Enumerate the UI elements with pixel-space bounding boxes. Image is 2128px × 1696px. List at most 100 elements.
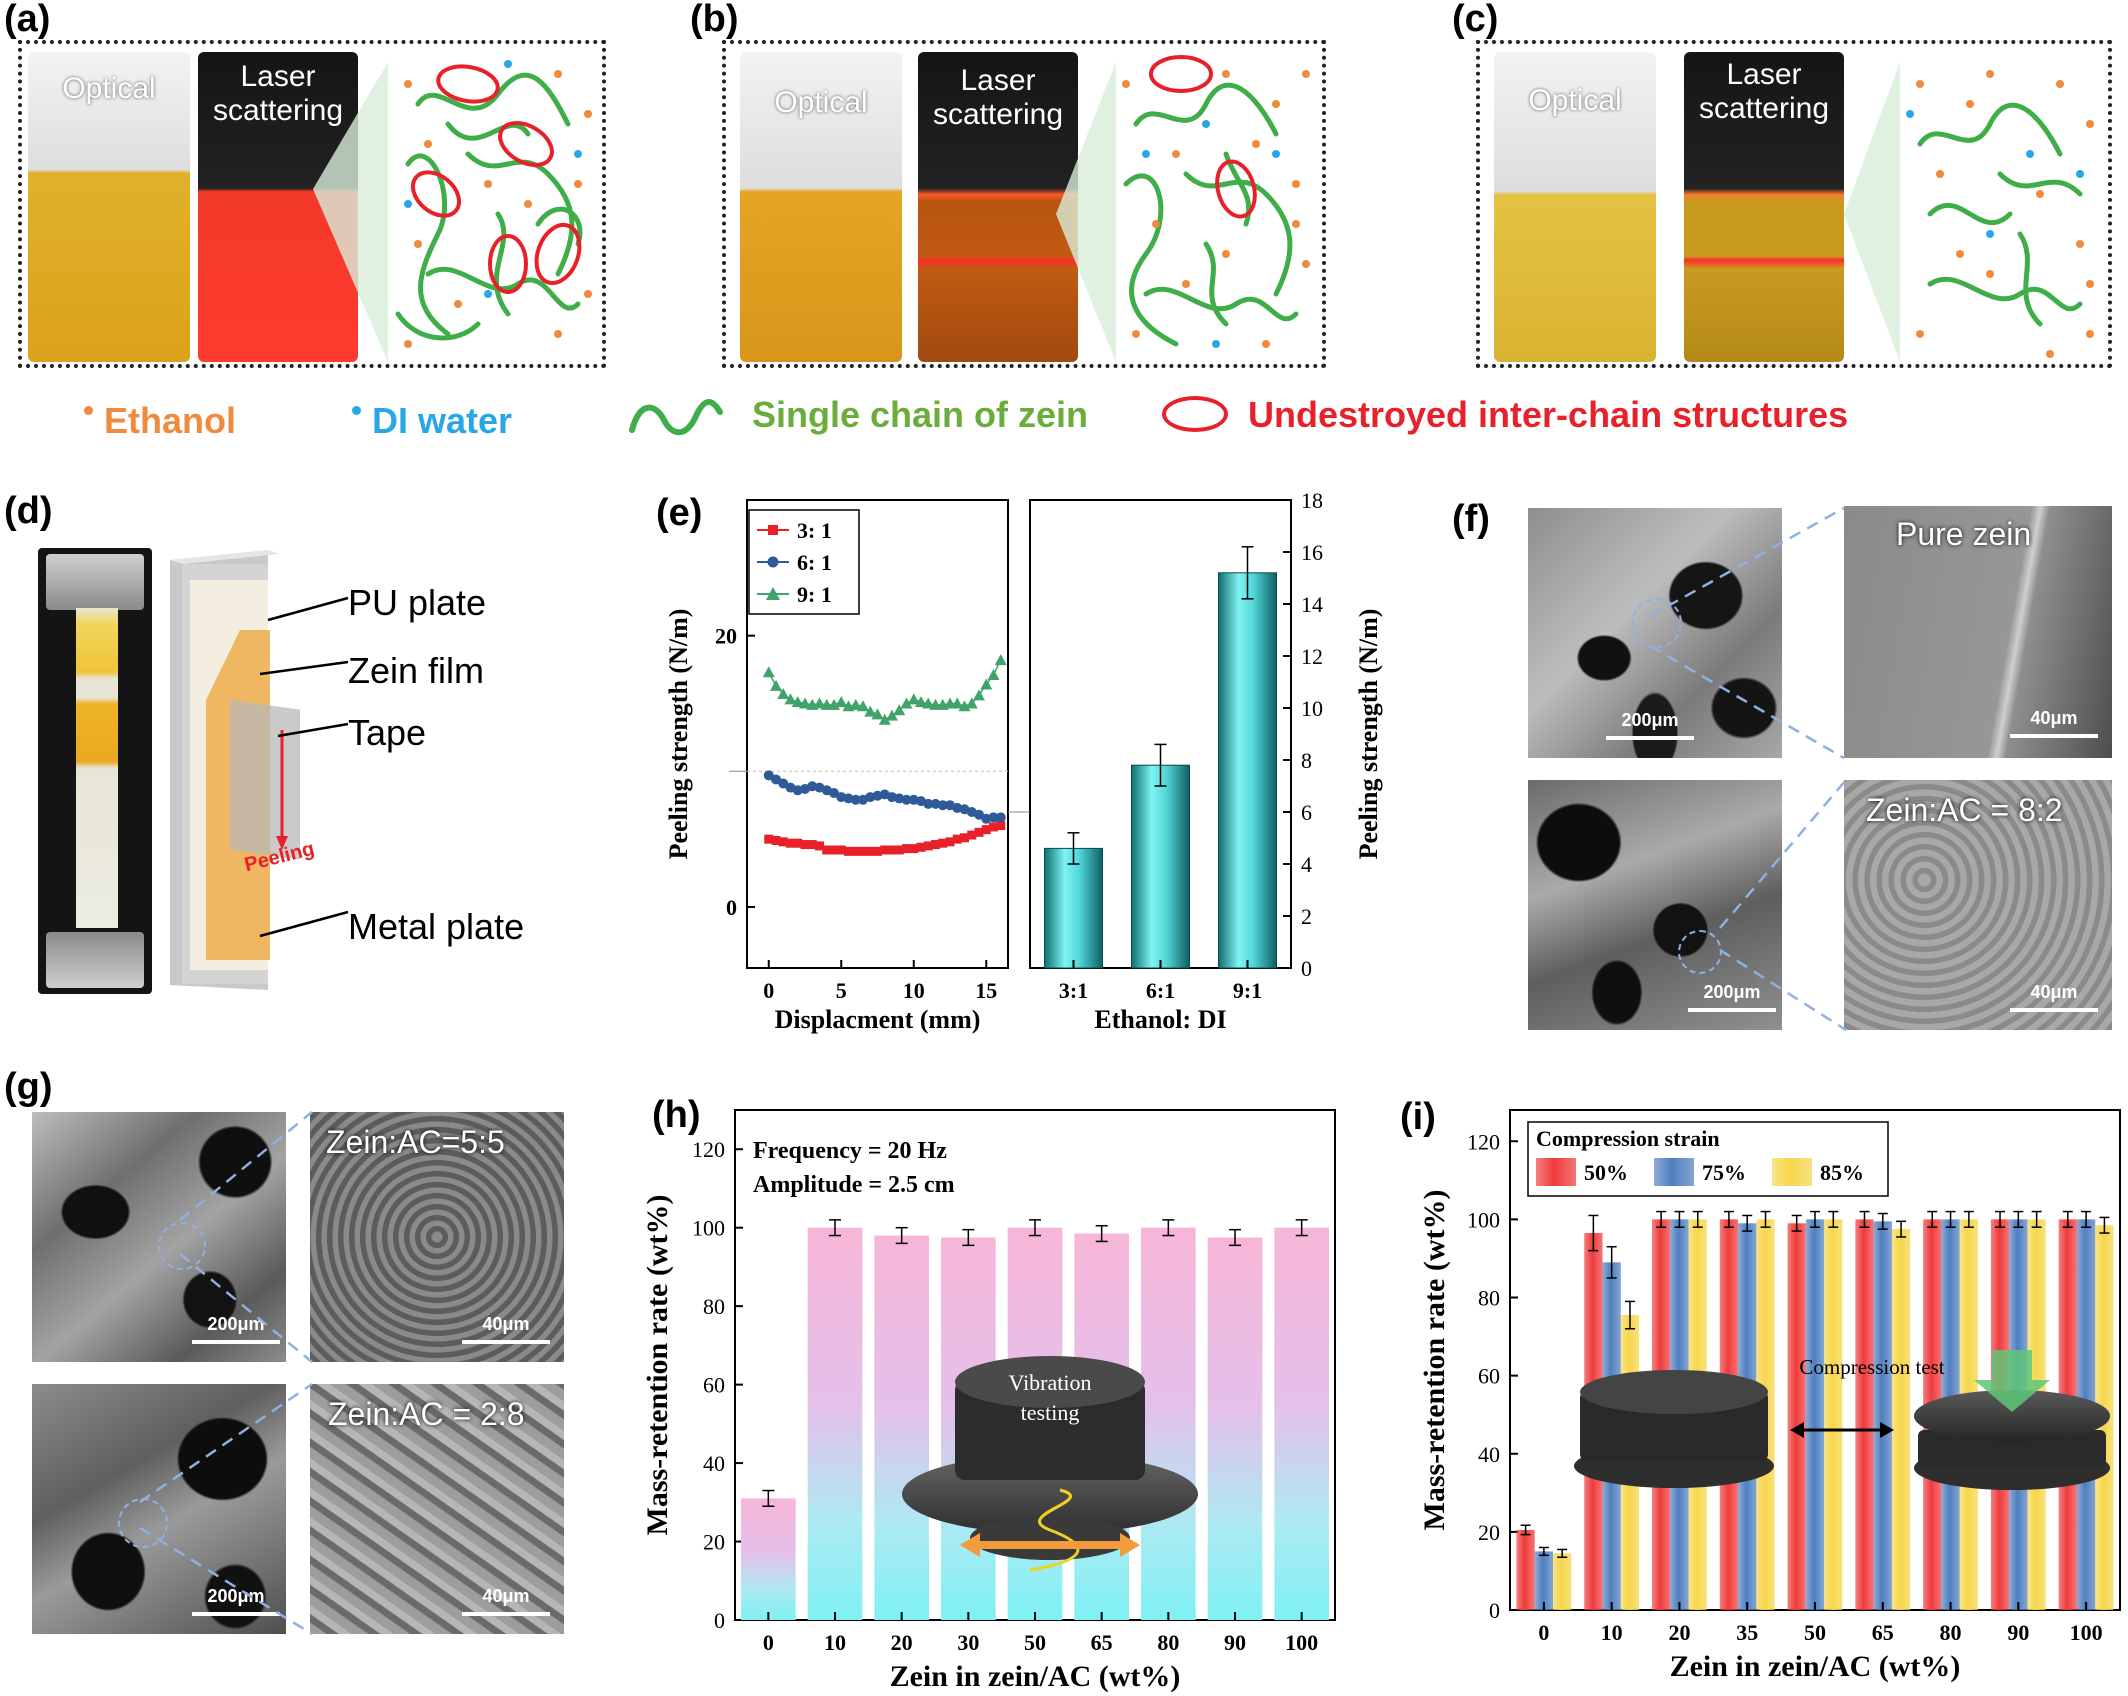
data-point [901, 794, 912, 805]
scalebar-label: 200μm [1703, 982, 1761, 1002]
x-tick-label: 65 [1091, 1630, 1113, 1655]
data-point [813, 697, 826, 709]
data-point [786, 838, 795, 848]
data-point [822, 845, 832, 855]
data-point [937, 800, 948, 811]
y-tick-label: 16 [1301, 540, 1323, 565]
legend-ethanol-label: Ethanol [104, 400, 236, 441]
scalebar [2010, 734, 2098, 738]
zoom-lines-f-bottom [1719, 779, 1847, 1032]
panel-label-b: (b) [690, 0, 739, 40]
x-tick-label: 9:1 [1233, 978, 1262, 1003]
optical-vial-photo-b: Optical [740, 52, 902, 362]
legend-swatch [1654, 1158, 1694, 1186]
y-tick-label: 18 [1301, 490, 1323, 513]
y-tick-label: 60 [1478, 1364, 1500, 1389]
data-point [762, 666, 775, 678]
x-tick-label: 0 [1538, 1620, 1549, 1645]
y-tick-label: 20 [1478, 1520, 1500, 1545]
data-point [995, 812, 1006, 823]
zein-chain-schematic-c [1844, 62, 2094, 362]
data-point [791, 696, 804, 708]
data-point [800, 840, 810, 850]
panel-label-e: (e) [656, 492, 703, 534]
press-arrow [1974, 1350, 2050, 1412]
x-tick-label: 35 [1736, 1620, 1758, 1645]
top-clamp [46, 554, 144, 610]
y-tick-label: 120 [1467, 1129, 1500, 1154]
sem-zein-ac-55-low: 200μm [32, 1112, 286, 1362]
data-point [778, 837, 788, 847]
y-tick-label: 80 [703, 1294, 725, 1319]
y-tick-label: 60 [703, 1373, 725, 1398]
annotation: Amplitude = 2.5 cm [753, 1172, 955, 1198]
x-tick-label: 100 [2070, 1620, 2103, 1645]
y-tick-label: 0 [714, 1608, 725, 1633]
legend-label: 6: 1 [797, 550, 832, 575]
legend-chain-label: Single chain of zein [752, 394, 1089, 435]
sem-pure-zein-high: Pure zein 40μm [1844, 506, 2112, 758]
label-pu-plate: PU plate [348, 582, 487, 623]
sample-cylinder [955, 1380, 1145, 1480]
legend-label: 3: 1 [797, 518, 832, 543]
data-point [844, 846, 853, 856]
data-point [777, 687, 790, 699]
data-point [880, 845, 890, 855]
inset-label: testing [1021, 1400, 1080, 1425]
optical-vial-photo-c: Optical [1494, 52, 1656, 362]
x-axis-label: Ethanol: DI [1094, 1005, 1226, 1034]
sem-zein-ac-28-high: Zein:AC = 2:8 40μm [310, 1384, 564, 1634]
sem-zein-ac-82-high: Zein:AC = 8:2 40μm [1844, 780, 2112, 1030]
legend-label: 75% [1702, 1160, 1746, 1185]
bar [1534, 1551, 1554, 1610]
x-tick-label: 20 [891, 1630, 913, 1655]
legend-title: Compression strain [1536, 1126, 1720, 1151]
bar [1274, 1227, 1329, 1620]
data-point [938, 838, 948, 848]
x-tick-label: 6:1 [1146, 978, 1175, 1003]
scalebar-label: 40μm [2030, 982, 2078, 1002]
zoom-circle [158, 1222, 206, 1270]
legend-marker [768, 525, 778, 535]
x-tick-label: 0 [763, 1630, 774, 1655]
label-tape: Tape [348, 712, 427, 753]
y-tick-label: 4 [1301, 852, 1312, 877]
data-point [857, 700, 869, 712]
zein-chain-schematic-a [313, 60, 592, 362]
label-zein-film: Zein film [348, 650, 485, 691]
data-point [965, 697, 978, 709]
sem-label-zein-ac-82: Zein:AC = 8:2 [1866, 792, 2063, 828]
zoom-circle [1632, 598, 1682, 648]
data-point [784, 693, 797, 705]
sem-zein-ac-55-high: Zein:AC=5:5 40μm [310, 1112, 564, 1362]
data-point [771, 774, 781, 785]
data-point [952, 834, 962, 844]
x-axis-label: Zein in zein/AC (wt%) [1670, 1650, 1961, 1683]
data-point [886, 709, 898, 721]
data-point [858, 846, 868, 856]
data-point [994, 654, 1007, 666]
ethanol-dot-icon [84, 406, 93, 415]
y-axis-label: Mass-retention rate (wt%) [641, 1194, 674, 1535]
data-point [770, 679, 782, 691]
panel-c-frame: Optical Laser scattering [1476, 40, 2112, 368]
y-tick-label: 14 [1301, 592, 1323, 617]
chart-h: 0 20 40 60 80 100 120 0 10 20 30 50 65 80 90 100 Frequen… [641, 1109, 1336, 1693]
laser-label-c: Laser scattering [1698, 58, 1830, 125]
panel-label-d: (d) [4, 490, 53, 532]
panel-label-h: (h) [652, 1094, 701, 1136]
scalebar-label: 40μm [2030, 708, 2078, 728]
legend-swatch [1536, 1158, 1576, 1186]
panel-label-g: (g) [4, 1066, 53, 1108]
data-point [763, 770, 774, 781]
data-point [849, 698, 862, 710]
bar [1516, 1529, 1535, 1610]
data-point [951, 697, 964, 709]
optical-label-b: Optical [774, 86, 868, 119]
scalebar [1606, 736, 1694, 740]
legend-di-water-label: DI water [372, 400, 513, 441]
y-tick-label: 2 [1301, 904, 1312, 929]
bar [741, 1498, 796, 1620]
y-tick-label: 20 [715, 624, 737, 649]
x-tick-label: 10 [824, 1630, 846, 1655]
